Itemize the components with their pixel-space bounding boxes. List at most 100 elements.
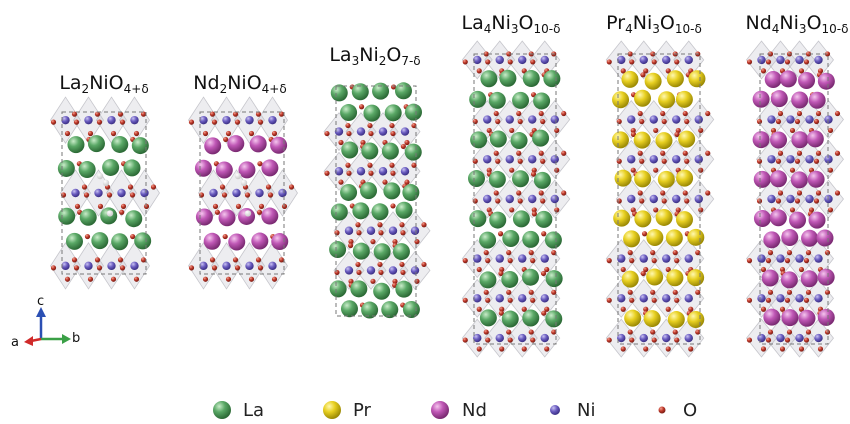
la-atom (57, 159, 75, 177)
ni-atom (378, 127, 388, 136)
o-atom (87, 130, 94, 137)
o-atom (653, 127, 659, 134)
o-atom (495, 118, 501, 125)
la-atom (352, 242, 370, 260)
o-atom (338, 179, 344, 185)
ni-atom (662, 55, 671, 65)
o-atom (390, 170, 396, 176)
o-atom (517, 158, 523, 164)
o-atom (97, 203, 104, 209)
ni-atom (209, 188, 218, 198)
la-atom (87, 135, 105, 153)
la-atom (522, 230, 540, 248)
o-atom (219, 184, 226, 190)
o-atom (817, 346, 824, 352)
o-atom (660, 110, 666, 117)
pr-atom (666, 269, 684, 287)
ni-atom (757, 55, 766, 65)
o-atom (784, 297, 791, 303)
o-atom (462, 258, 468, 264)
o-atom (538, 150, 544, 156)
la-atom (489, 130, 507, 148)
unit-cell-outline (617, 53, 701, 345)
o-atom (620, 306, 626, 312)
nd-atom (261, 159, 279, 177)
o-atom (629, 258, 635, 264)
structure-1 (50, 96, 160, 290)
o-atom (551, 289, 557, 295)
o-atom (346, 130, 352, 137)
o-atom (643, 266, 649, 273)
la-atom (488, 170, 506, 188)
nd-atom (770, 131, 788, 149)
nd-atom (238, 161, 256, 179)
ni-atom (694, 155, 703, 164)
la-atom (91, 232, 109, 250)
o-atom (476, 306, 482, 312)
o-atom (507, 59, 513, 65)
interstitial-atom (240, 179, 248, 186)
nd-atom (195, 208, 213, 226)
ni-atom (672, 115, 681, 124)
nd-atom (801, 229, 819, 247)
unit-cell-outline (759, 53, 829, 345)
o-atom (794, 158, 801, 164)
o-atom (188, 119, 195, 125)
o-atom (684, 198, 690, 204)
o-atom (627, 250, 633, 256)
o-atom (641, 231, 648, 237)
o-atom (530, 337, 536, 343)
ni-atom (662, 333, 671, 343)
o-atom (367, 162, 373, 168)
la-atom (384, 104, 402, 122)
nd-atom (779, 70, 797, 88)
la-atom (361, 301, 379, 319)
nd-atom (204, 137, 222, 155)
ni-atom (757, 294, 766, 303)
ni-atom (639, 55, 648, 65)
pr-atom (665, 229, 683, 247)
o-atom (83, 192, 90, 198)
o-atom (561, 110, 567, 117)
o-atom (497, 231, 504, 237)
ni-atom (649, 155, 658, 164)
o-atom (483, 51, 489, 57)
o-atom (472, 118, 478, 125)
o-atom (133, 130, 140, 137)
o-atom (554, 167, 560, 173)
o-atom (234, 119, 241, 125)
o-atom (400, 143, 406, 150)
o-atom (421, 222, 427, 228)
ni-atom (767, 155, 776, 164)
o-atom (222, 233, 228, 240)
pr-atom (655, 132, 673, 150)
ni-atom (814, 55, 823, 65)
la-atom (395, 201, 413, 219)
o-atom (392, 239, 398, 245)
o-atom (698, 167, 704, 173)
ni-atom (795, 254, 804, 263)
o-atom (688, 346, 694, 352)
ni-atom (627, 194, 636, 204)
o-atom (377, 261, 383, 268)
o-atom (257, 119, 264, 125)
ni-atom (366, 266, 376, 275)
o-atom (627, 329, 633, 335)
ni-atom (662, 254, 671, 263)
ni-atom (495, 333, 504, 343)
o-atom (746, 59, 753, 65)
o-atom-icon (658, 406, 666, 414)
nd-atom (808, 211, 826, 229)
pr-atom (646, 229, 664, 247)
ni-atom (528, 115, 537, 124)
ni-atom (518, 55, 527, 65)
o-atom (404, 179, 410, 185)
o-atom (650, 51, 656, 57)
nd-atom (817, 268, 835, 286)
ni-atom (639, 333, 648, 343)
o-atom (476, 346, 482, 352)
o-atom (248, 276, 255, 282)
o-atom (225, 276, 232, 282)
o-atom (540, 158, 546, 164)
o-atom (765, 258, 772, 264)
